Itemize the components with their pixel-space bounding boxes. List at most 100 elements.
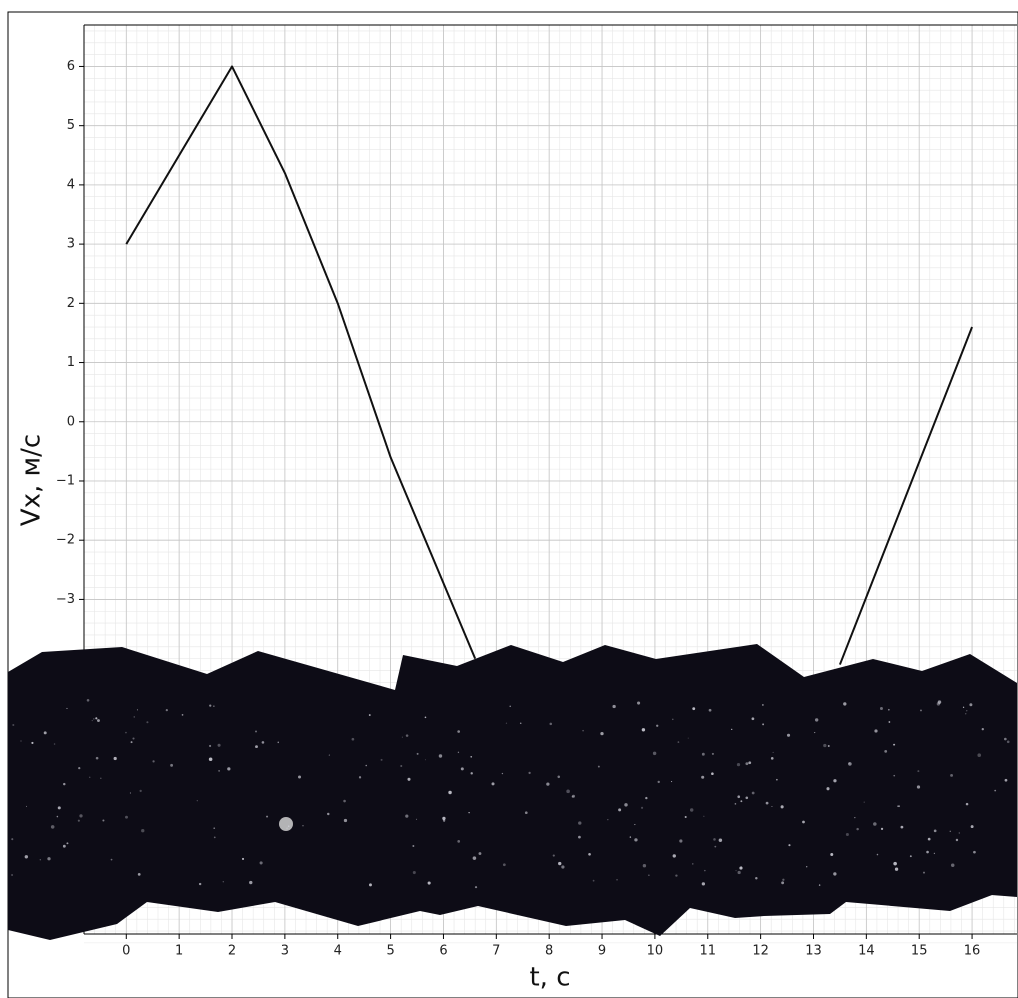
star	[12, 724, 14, 726]
starfield	[8, 644, 1017, 940]
star	[528, 772, 530, 774]
star	[994, 790, 996, 792]
star	[558, 862, 561, 865]
star	[966, 803, 969, 806]
star	[100, 778, 101, 779]
star	[557, 776, 560, 779]
star	[864, 802, 865, 803]
star	[209, 705, 211, 707]
x-tick-label: 15	[911, 944, 928, 959]
x-tick-label: 8	[545, 944, 553, 959]
star	[400, 765, 402, 767]
star	[365, 765, 367, 767]
star	[327, 813, 329, 815]
y-tick-label: 5	[67, 118, 75, 133]
star	[910, 855, 912, 857]
star	[950, 831, 951, 832]
star	[92, 720, 93, 721]
star	[416, 819, 417, 820]
star	[66, 708, 67, 709]
star	[645, 797, 647, 799]
star	[329, 754, 330, 755]
star	[520, 722, 522, 724]
star	[572, 795, 575, 798]
star	[20, 740, 21, 741]
star	[634, 824, 635, 825]
star	[218, 770, 219, 771]
star	[704, 870, 705, 871]
star	[748, 761, 751, 764]
star	[973, 851, 976, 854]
star	[262, 741, 265, 744]
star	[951, 864, 954, 867]
star	[93, 718, 94, 719]
star	[470, 756, 472, 758]
star	[634, 838, 637, 841]
y-tick-label: −2	[56, 533, 75, 548]
star	[412, 845, 414, 847]
star	[873, 822, 877, 826]
x-tick-label: 0	[122, 944, 130, 959]
star	[1004, 738, 1007, 741]
star	[937, 702, 940, 705]
star	[141, 829, 144, 832]
x-tick-label: 7	[492, 944, 500, 959]
x-tick-label: 4	[334, 944, 342, 959]
star	[298, 776, 301, 779]
star	[692, 863, 693, 864]
star	[843, 702, 846, 705]
star	[702, 753, 705, 756]
star	[598, 766, 600, 768]
star	[44, 731, 47, 734]
star	[166, 709, 168, 711]
star	[249, 881, 252, 884]
star	[731, 729, 732, 730]
star	[965, 713, 966, 714]
star	[755, 877, 757, 879]
star	[209, 757, 213, 761]
star	[343, 800, 346, 803]
star	[79, 814, 82, 817]
star	[134, 716, 135, 717]
star	[132, 737, 134, 739]
star	[923, 872, 925, 874]
star	[213, 705, 214, 706]
star	[833, 872, 836, 875]
star	[643, 864, 646, 867]
star	[934, 829, 937, 832]
x-tick-label: 11	[699, 944, 716, 959]
page: {"chart_data": {"type": "line", "x_label…	[0, 0, 1018, 998]
star	[138, 873, 141, 876]
star	[130, 792, 131, 793]
star	[461, 767, 464, 770]
star	[950, 774, 953, 777]
x-tick-label: 13	[805, 944, 822, 959]
star	[888, 709, 890, 711]
star	[97, 719, 100, 722]
star	[492, 782, 495, 785]
x-tick-label: 1	[175, 944, 183, 959]
star	[959, 832, 960, 833]
star	[182, 714, 184, 716]
star	[78, 767, 80, 769]
x-axis-title: t, с	[529, 963, 570, 993]
star	[87, 699, 90, 702]
star	[971, 825, 974, 828]
star	[618, 808, 621, 811]
x-tick-label: 16	[964, 944, 981, 959]
star	[381, 759, 383, 761]
star	[302, 825, 303, 826]
star	[11, 874, 13, 876]
y-tick-label: 0	[67, 414, 75, 429]
star	[848, 762, 852, 766]
star	[31, 742, 33, 744]
star	[739, 866, 742, 869]
star	[806, 866, 807, 867]
star	[969, 703, 972, 706]
star	[369, 883, 372, 886]
star	[510, 706, 511, 707]
star	[146, 721, 148, 723]
y-tick-label: 6	[67, 59, 75, 74]
star	[266, 816, 268, 818]
star	[439, 754, 442, 757]
